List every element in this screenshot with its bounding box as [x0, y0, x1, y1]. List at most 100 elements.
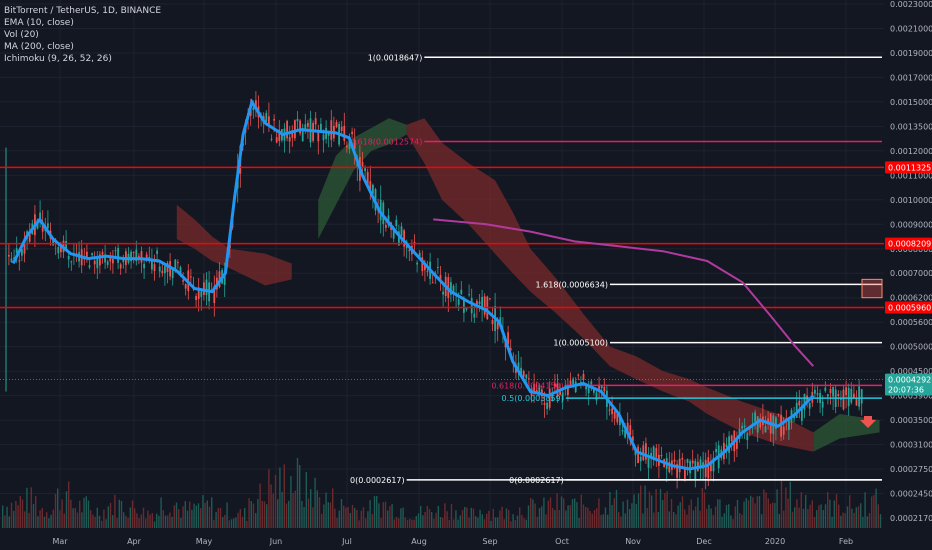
- volume-bar: [490, 520, 492, 528]
- candle-body: [408, 249, 411, 252]
- candle-body: [691, 460, 694, 464]
- candle-body: [694, 460, 697, 481]
- candle-body: [122, 259, 125, 263]
- candle-body: [684, 468, 686, 481]
- volume-bar: [50, 514, 52, 528]
- volume-bar: [112, 515, 114, 528]
- candle-body: [730, 435, 733, 442]
- volume-bar: [833, 500, 835, 528]
- volume-bar: [206, 500, 208, 528]
- volume-bar: [277, 499, 279, 528]
- volume-bar: [523, 518, 525, 528]
- candle-body: [704, 459, 707, 478]
- volume-bar: [318, 497, 321, 528]
- volume-bar: [640, 485, 642, 528]
- volume-bar: [840, 515, 842, 528]
- candle-body: [273, 118, 275, 121]
- legend-ema[interactable]: EMA (10, close): [4, 18, 74, 28]
- price-tick-label: 0.0003100: [890, 441, 932, 450]
- legend-ichimoku[interactable]: Ichimoku (9, 26, 52, 26): [4, 54, 112, 64]
- volume-bar: [129, 507, 131, 528]
- volume-bar: [365, 518, 367, 528]
- volume-bar: [371, 513, 373, 528]
- candle-body: [616, 413, 619, 423]
- volume-bar: [791, 511, 794, 528]
- volume-bar: [714, 506, 717, 528]
- candle-body: [161, 270, 164, 274]
- candle-body: [99, 254, 101, 266]
- candle-body: [798, 400, 801, 406]
- price-tick-label: 0.0011000: [890, 171, 932, 180]
- volume-bar: [492, 508, 494, 528]
- volume-bar: [19, 496, 21, 528]
- volume-bar: [794, 507, 796, 528]
- chart-legend: BitTorrent / TetherUS, 1D, BINANCE EMA (…: [4, 5, 161, 65]
- volume-bar: [103, 509, 105, 528]
- volume-bar: [728, 504, 730, 528]
- volume-bar: [541, 506, 543, 528]
- volume-bar: [4, 515, 6, 528]
- time-axis[interactable]: Mar Apr May Jun Jul Aug Sep Oct Nov Dec 2020 Feb: [52, 537, 853, 546]
- volume-bar: [303, 507, 305, 528]
- volume-bar: [571, 499, 574, 528]
- candle-body: [294, 120, 296, 139]
- volume-bar: [521, 514, 523, 528]
- volume-bar: [699, 510, 701, 528]
- legend-title[interactable]: BitTorrent / TetherUS, 1D, BINANCE: [4, 6, 162, 16]
- volume-bar: [684, 509, 686, 528]
- legend-ma[interactable]: MA (200, close): [4, 42, 74, 52]
- volume-bar: [79, 500, 81, 528]
- volume-bar: [560, 496, 563, 528]
- candle-body: [398, 231, 400, 246]
- volume-bar: [171, 516, 173, 528]
- candle-body: [551, 394, 554, 401]
- candle-body: [60, 242, 62, 253]
- volume-bar: [446, 511, 448, 528]
- volume-bar: [334, 508, 336, 528]
- candle-body: [686, 459, 689, 463]
- candle-body: [564, 385, 567, 387]
- candle-body: [8, 255, 10, 257]
- time-tick-label: 2020: [765, 537, 785, 546]
- volume-bar: [415, 516, 417, 528]
- volume-bar: [321, 513, 323, 528]
- volume-bar: [219, 507, 222, 528]
- volume-bar: [248, 498, 250, 528]
- volume-bar: [514, 520, 516, 528]
- volume-bar: [798, 507, 800, 528]
- volume-bar: [505, 508, 508, 528]
- volume-bar: [774, 503, 776, 528]
- price-tick-label: 0.0002170: [890, 514, 932, 523]
- candle-body: [827, 394, 829, 397]
- volume-bar: [191, 509, 193, 528]
- volume-bar: [358, 520, 360, 528]
- volume-bar: [202, 495, 204, 528]
- legend-vol[interactable]: Vol (20): [4, 30, 39, 40]
- price-tick-label: 0.0004500: [890, 367, 932, 376]
- volume-bar: [554, 510, 556, 528]
- candle-body: [816, 393, 819, 395]
- volume-bar: [701, 488, 703, 528]
- candle-body: [366, 172, 369, 186]
- volume-bar: [387, 510, 389, 528]
- price-tick-label: 0.0012000: [890, 147, 932, 156]
- volume-bar: [730, 515, 732, 528]
- candle-body: [21, 249, 23, 256]
- candle-body: [522, 371, 525, 377]
- volume-bar: [453, 519, 455, 528]
- volume-bar: [70, 499, 72, 528]
- volume-bar: [351, 505, 354, 528]
- time-tick-label: Feb: [839, 537, 853, 546]
- volume-bar: [384, 501, 387, 528]
- volume-bar: [382, 502, 384, 528]
- candle-body: [385, 225, 387, 228]
- candle-body: [668, 462, 671, 473]
- volume-bar: [167, 515, 169, 528]
- volume-bar: [862, 516, 864, 528]
- volume-bar: [527, 505, 530, 528]
- horizontal-levels: [0, 166, 884, 381]
- candle-body: [140, 251, 143, 263]
- volume-bar: [404, 517, 406, 528]
- volume-bar: [6, 506, 8, 528]
